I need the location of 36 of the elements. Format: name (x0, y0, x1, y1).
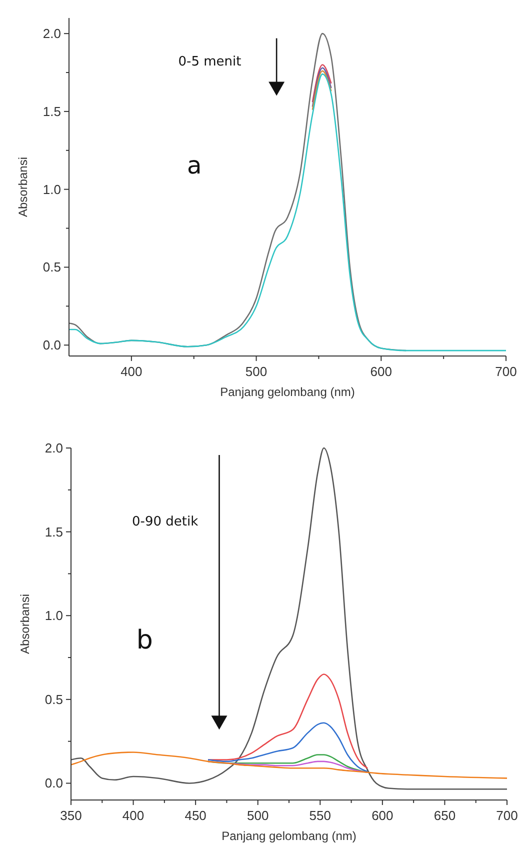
x-tick-label: 400 (120, 364, 142, 379)
line-series (70, 447, 508, 790)
x-tick-label: 650 (434, 808, 456, 823)
x-tick-label: 600 (372, 808, 394, 823)
y-tick-label: 0.5 (42, 260, 61, 275)
x-tick-label: 500 (247, 808, 269, 823)
y-tick-label: 2.0 (44, 440, 63, 456)
line-series (207, 722, 368, 772)
y-tick-label: 1.5 (42, 104, 61, 119)
line-series (68, 73, 507, 352)
x-axis-title: Panjang gelombang (nm) (222, 829, 356, 843)
x-tick-label: 550 (309, 808, 331, 823)
line-series (70, 752, 508, 779)
y-tick-label: 0.0 (44, 776, 63, 791)
y-tick-label: 0.0 (42, 338, 61, 353)
y-tick-label: 1.0 (42, 182, 61, 197)
x-tick-label: 450 (184, 808, 206, 823)
annotation: a (186, 151, 202, 180)
annotation: 0-5 menit (178, 54, 242, 70)
x-tick-label: 700 (495, 364, 517, 379)
y-axis-title: Absorbansi (18, 594, 32, 654)
y-tick-label: 2.0 (42, 26, 61, 42)
annotation: b (136, 626, 153, 656)
x-axis-title: Panjang gelombang (nm) (220, 385, 355, 399)
y-tick-label: 0.5 (44, 692, 63, 707)
y-axis-title: Absorbansi (16, 156, 30, 218)
x-tick-label: 400 (122, 808, 144, 823)
y-tick-label: 1.0 (44, 608, 63, 624)
line-series (207, 674, 368, 769)
x-tick-label: 500 (245, 364, 268, 379)
x-tick-label: 600 (370, 364, 392, 379)
y-tick-label: 1.5 (44, 524, 63, 540)
annotation: 0-90 detik (132, 514, 199, 530)
line-series (207, 754, 368, 773)
x-tick-label: 350 (60, 808, 82, 823)
x-tick-label: 700 (496, 808, 518, 823)
